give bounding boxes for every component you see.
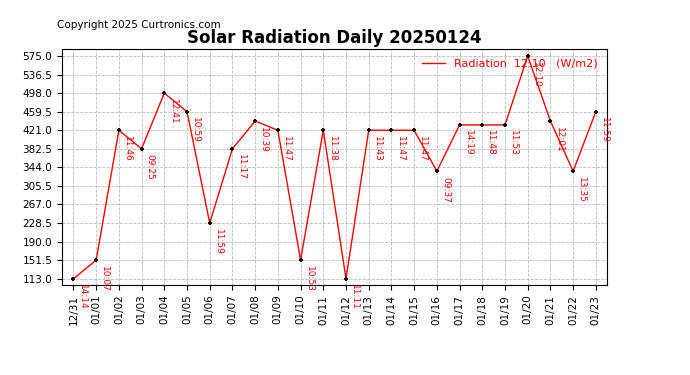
Point [250, 118, 261, 124]
Text: 11:43: 11:43 [373, 136, 382, 162]
Text: 10:39: 10:39 [259, 127, 268, 153]
Text: 12:41: 12:41 [168, 99, 177, 124]
Text: 13:35: 13:35 [578, 177, 586, 203]
Text: 14:14: 14:14 [77, 284, 87, 310]
Point [522, 53, 533, 59]
Point [113, 127, 124, 133]
Point [90, 257, 101, 263]
Point [136, 146, 147, 152]
Text: 09:25: 09:25 [146, 154, 155, 180]
Point [386, 127, 397, 133]
Text: 11:59: 11:59 [214, 229, 223, 255]
Point [273, 127, 284, 133]
Text: 11:47: 11:47 [395, 136, 404, 162]
Point [591, 109, 602, 115]
Text: 10:53: 10:53 [305, 266, 314, 292]
Text: 09:37: 09:37 [441, 177, 450, 203]
Text: 11:53: 11:53 [509, 130, 518, 156]
Text: 11:48: 11:48 [486, 130, 495, 156]
Point [454, 122, 465, 128]
Text: 11:46: 11:46 [123, 136, 132, 162]
Text: Copyright 2025 Curtronics.com: Copyright 2025 Curtronics.com [57, 20, 220, 30]
Point [159, 90, 170, 96]
Text: 11:38: 11:38 [328, 136, 337, 162]
Text: 11:47: 11:47 [418, 136, 427, 162]
Text: 10:59: 10:59 [191, 117, 200, 143]
Text: 11:47: 11:47 [282, 136, 291, 162]
Legend: Radiation  12:10   (W/m2): Radiation 12:10 (W/m2) [418, 54, 602, 73]
Text: 12:10: 12:10 [532, 62, 541, 87]
Point [545, 118, 556, 124]
Title: Solar Radiation Daily 20250124: Solar Radiation Daily 20250124 [188, 29, 482, 47]
Point [340, 276, 351, 282]
Text: 14:19: 14:19 [464, 130, 473, 156]
Text: 10:07: 10:07 [100, 266, 109, 292]
Point [500, 122, 511, 128]
Point [68, 276, 79, 282]
Point [181, 109, 193, 115]
Point [295, 257, 306, 263]
Point [227, 146, 238, 152]
Point [477, 122, 488, 128]
Text: 12:01: 12:01 [555, 127, 564, 152]
Text: 11:59: 11:59 [600, 117, 609, 143]
Point [568, 168, 579, 174]
Point [431, 168, 442, 174]
Point [408, 127, 420, 133]
Text: 11:11: 11:11 [350, 284, 359, 310]
Point [363, 127, 374, 133]
Text: 11:17: 11:17 [237, 154, 246, 180]
Point [204, 220, 215, 226]
Point [318, 127, 329, 133]
